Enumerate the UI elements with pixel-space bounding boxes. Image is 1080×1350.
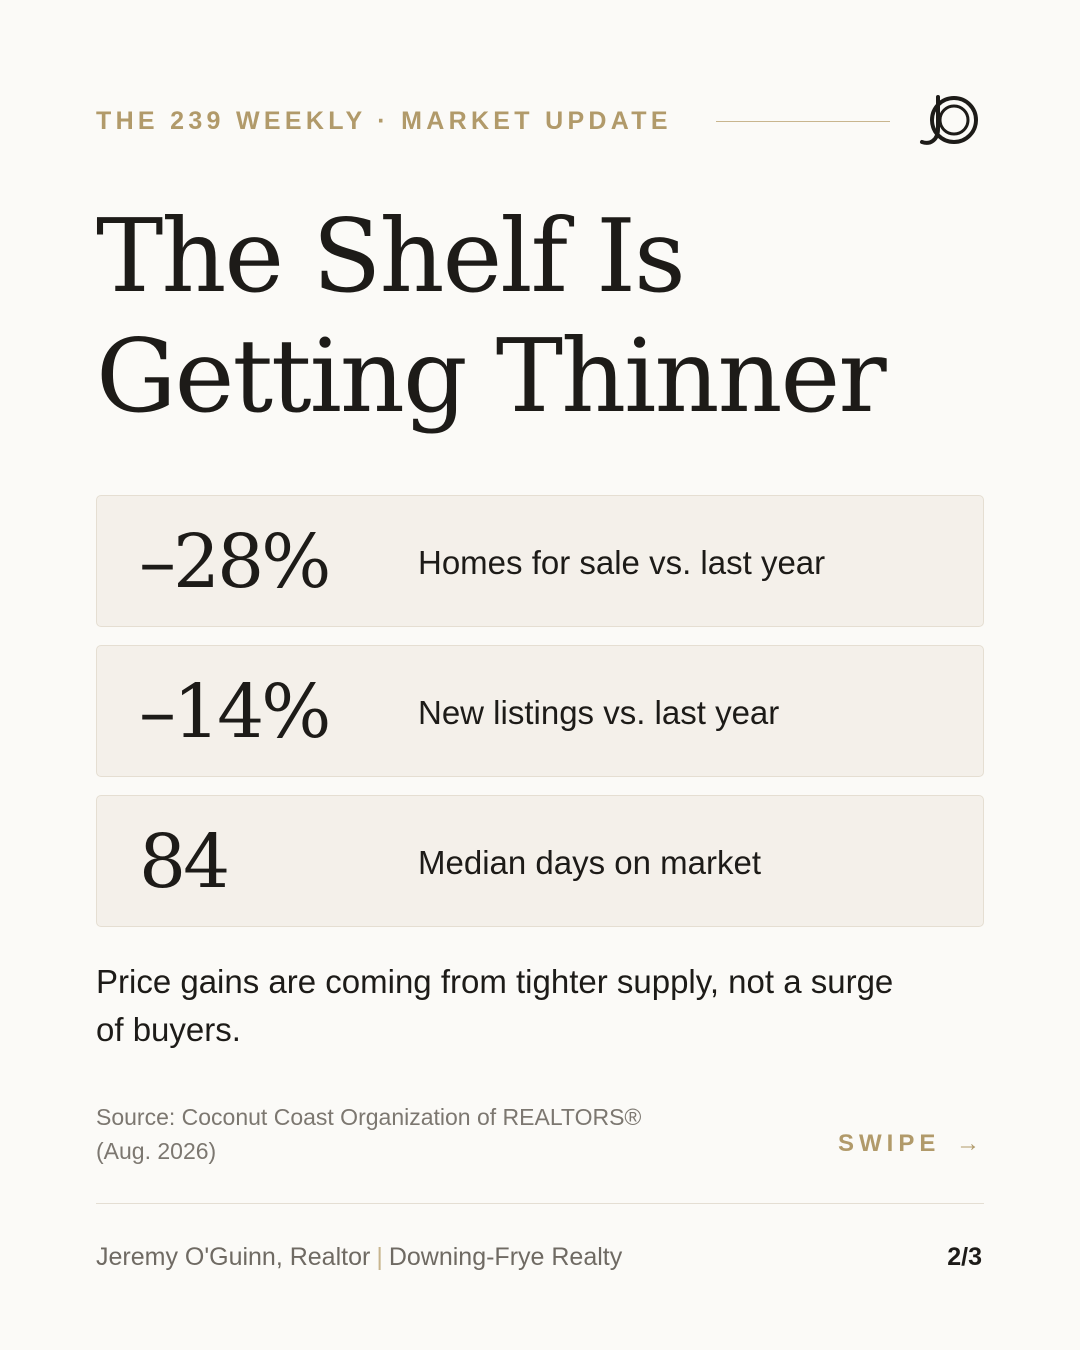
- stat-value: –28%: [139, 519, 331, 605]
- stat-card-homes-for-sale: –28% Homes for sale vs. last year: [96, 495, 984, 627]
- footer: Jeremy O'Guinn, Realtor | Downing-Frye Rea…: [96, 1238, 984, 1278]
- source-citation: Source: Coconut Coast Organization of RE…: [96, 1100, 716, 1168]
- header-divider: [716, 121, 890, 122]
- footer-separator: |: [376, 1243, 383, 1271]
- stat-card-days-on-market: 84 Median days on market: [96, 795, 984, 927]
- source-line-2: (Aug. 2026): [96, 1138, 217, 1164]
- jo-monogram-logo-icon: [920, 95, 978, 145]
- footer-divider: [96, 1203, 984, 1204]
- agent-name: Jeremy O'Guinn, Realtor: [96, 1243, 371, 1271]
- stats-list: –28% Homes for sale vs. last year –14% N…: [96, 495, 984, 945]
- header: THE 239 WEEKLY · MARKET UPDATE: [96, 93, 984, 151]
- page-title: The Shelf Is Getting Thinner: [96, 196, 996, 436]
- arrow-right-icon: →: [956, 1130, 980, 1157]
- eyebrow-label: THE 239 WEEKLY · MARKET UPDATE: [96, 107, 672, 135]
- title-line-2: Getting Thinner: [96, 317, 887, 435]
- brokerage-name: Downing-Frye Realty: [388, 1243, 623, 1271]
- stat-label: New listings vs. last year: [418, 694, 780, 731]
- stat-value: –14%: [139, 669, 331, 755]
- page-indicator: 2/3: [947, 1243, 982, 1271]
- stat-card-new-listings: –14% New listings vs. last year: [96, 645, 984, 777]
- stat-value: 84: [139, 819, 230, 905]
- title-line-1: The Shelf Is: [96, 197, 686, 315]
- swipe-button[interactable]: SWIPE →: [838, 1130, 980, 1158]
- stat-label: Median days on market: [418, 844, 762, 881]
- summary-text: Price gains are coming from tighter supp…: [96, 963, 894, 1048]
- source-line-1: Source: Coconut Coast Organization of RE…: [96, 1104, 642, 1130]
- stat-label: Homes for sale vs. last year: [418, 544, 826, 581]
- swipe-label: SWIPE: [837, 1130, 941, 1157]
